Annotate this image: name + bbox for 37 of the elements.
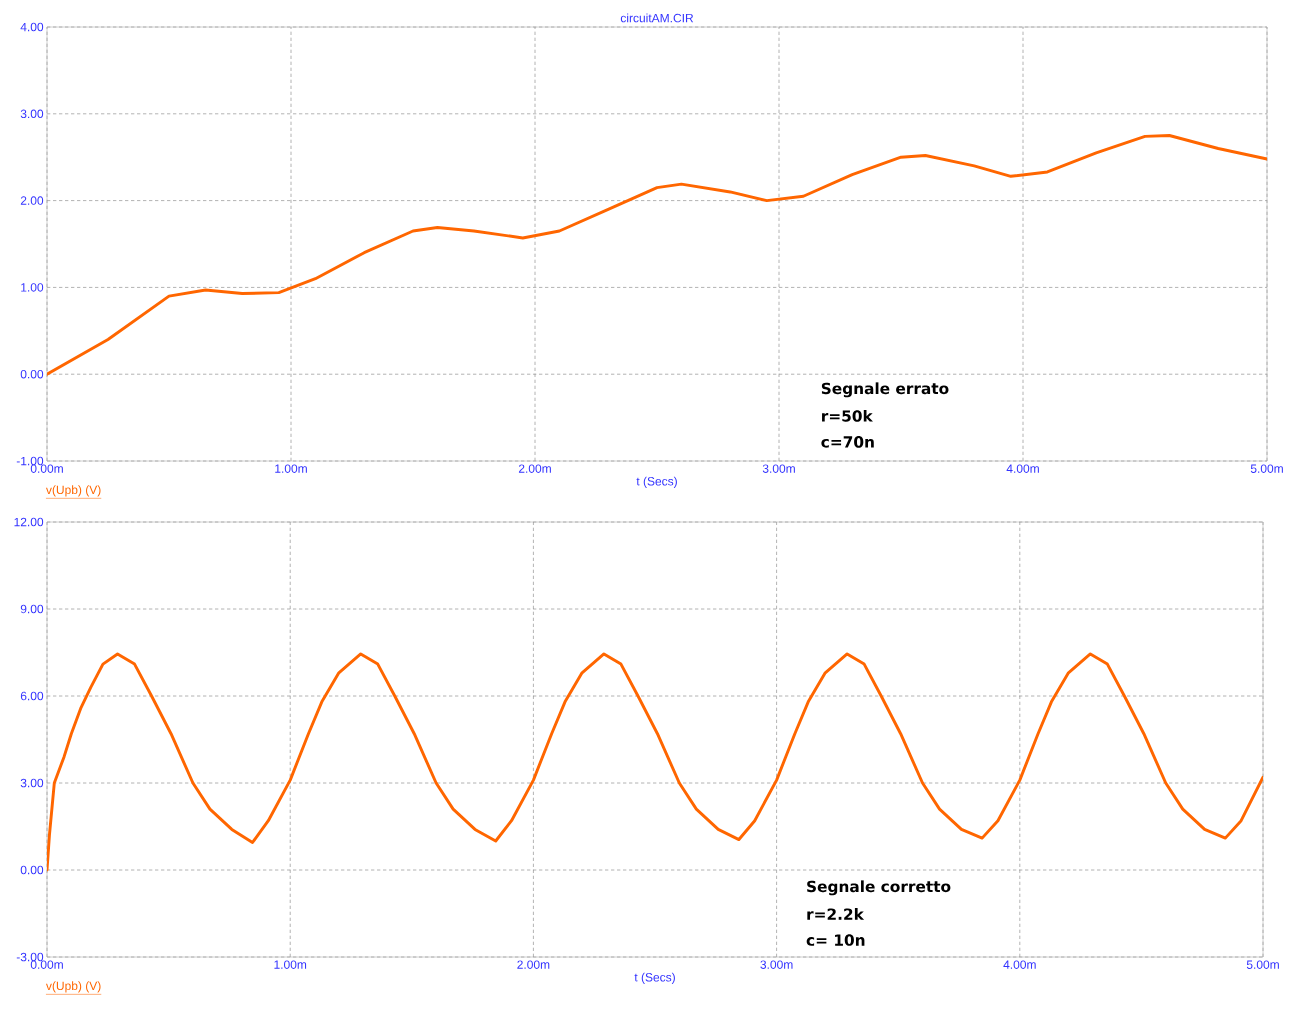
- y-tick-label: 3.00: [20, 109, 44, 119]
- annotation: Segnale errato: [821, 382, 949, 398]
- text: v(Upb) (V): [45, 981, 101, 993]
- chart-title: circuitAM.CIR: [620, 13, 694, 23]
- y-tick-label: 0.00: [20, 865, 44, 875]
- x-tick-label: 0.00m: [30, 464, 63, 473]
- y-tick-label: 4.00: [20, 22, 44, 32]
- x-tick-label: 5.00m: [1246, 960, 1279, 969]
- x-tick-label: 4.00m: [1003, 960, 1036, 969]
- y-tick-label: 1.00: [21, 283, 44, 292]
- x-tick-label: 3.00m: [762, 464, 795, 473]
- line-series: [47, 652, 1264, 872]
- annotation: r=2.2k: [807, 908, 865, 920]
- annotation: Segnale corretto: [807, 880, 951, 896]
- y-tick-label: 3.00: [20, 778, 44, 788]
- x-axis-title: t (Secs): [636, 476, 677, 488]
- y-tick-label: 12.00: [14, 517, 44, 527]
- y-tick-label: 9.00: [20, 604, 44, 614]
- text: v(Upb) (V): [45, 485, 101, 497]
- y-tick-label: -3.00: [16, 952, 44, 962]
- x-tick-label: 3.00m: [760, 960, 793, 969]
- x-tick-label: 4.00m: [1006, 464, 1039, 473]
- x-tick-label: 5.00m: [1250, 464, 1283, 473]
- annotation: c=70n: [821, 436, 874, 448]
- x-tick-label: 2.00m: [518, 464, 551, 473]
- x-axis-title: t (Secs): [634, 972, 675, 984]
- annotation: c= 10n: [806, 934, 865, 946]
- x-tick-label: 1.00m: [275, 464, 307, 473]
- y-tick-label: 6.00: [20, 691, 44, 701]
- line-series: [47, 134, 1267, 376]
- y-tick-label: 2.00: [20, 196, 44, 205]
- annotation: r=50k: [822, 409, 873, 422]
- x-tick-label: 2.00m: [517, 960, 550, 969]
- y-tick-label: 0.00: [20, 369, 44, 379]
- x-tick-label: 0.00m: [30, 960, 63, 969]
- y-tick-label: -1.00: [16, 456, 44, 466]
- x-tick-label: 1.00m: [274, 960, 307, 969]
